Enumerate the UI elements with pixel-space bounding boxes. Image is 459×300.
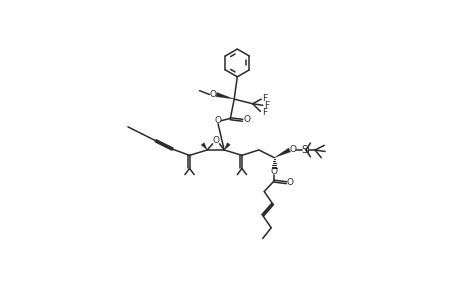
Text: F: F [261,108,266,117]
Polygon shape [224,142,230,150]
Text: F: F [263,101,269,110]
Text: Si: Si [301,145,309,155]
Text: O: O [214,116,221,125]
Polygon shape [201,142,207,150]
Text: O: O [286,178,293,187]
Polygon shape [215,92,234,99]
Text: O: O [212,136,219,145]
Text: O: O [209,90,216,99]
Text: O: O [242,116,250,124]
Text: O: O [270,167,277,176]
Text: F: F [262,94,267,103]
Text: O: O [289,146,296,154]
Polygon shape [274,148,290,158]
